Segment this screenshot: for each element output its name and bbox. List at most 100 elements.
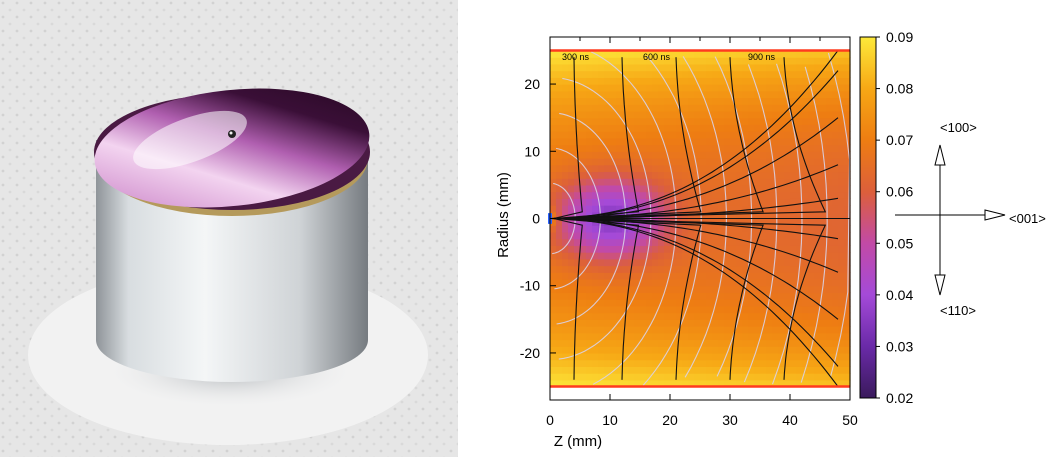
heatmap-cell xyxy=(670,124,677,132)
heatmap-cell xyxy=(562,231,569,240)
heatmap-cell xyxy=(742,117,749,125)
heatmap-cell xyxy=(742,171,749,179)
heatmap-cell xyxy=(628,326,635,334)
heatmap-cell xyxy=(670,151,677,159)
heatmap-cell xyxy=(760,312,767,320)
heatmap-cell xyxy=(838,359,845,367)
heatmap-cell xyxy=(634,117,641,125)
heatmap-cell xyxy=(670,171,677,179)
heatmap-cell xyxy=(658,326,665,334)
heatmap-cell xyxy=(778,326,785,334)
heatmap-cell xyxy=(700,366,707,374)
heatmap-cell xyxy=(670,265,677,273)
heatmap-cell xyxy=(688,50,695,58)
heatmap-cell xyxy=(742,218,749,226)
heatmap-cell xyxy=(652,332,659,341)
heatmap-cell xyxy=(784,359,791,367)
heatmap-cell xyxy=(712,171,719,179)
heatmap-cell xyxy=(664,258,671,267)
heatmap-cell xyxy=(658,265,665,273)
heatmap-cell xyxy=(634,379,641,388)
heatmap-cell xyxy=(556,339,563,347)
heatmap-cell xyxy=(634,279,641,287)
heatmap-cell xyxy=(646,117,653,125)
heatmap-cell xyxy=(586,144,593,152)
heatmap-cell xyxy=(598,359,605,367)
heatmap-cell xyxy=(844,184,851,193)
heatmap-cell xyxy=(598,70,605,78)
heatmap-cell xyxy=(694,70,701,78)
heatmap-cell xyxy=(664,312,671,320)
heatmap-cell xyxy=(724,252,731,260)
heatmap-cell xyxy=(784,373,791,381)
heatmap-cell xyxy=(580,292,587,300)
heatmap-cell xyxy=(742,339,749,347)
heatmap-cell xyxy=(718,279,725,287)
heatmap-cell xyxy=(766,90,773,99)
heatmap-cell xyxy=(742,292,749,300)
heatmap-cell xyxy=(760,184,767,193)
heatmap-cell xyxy=(700,205,707,213)
heatmap-cell xyxy=(772,77,779,85)
heatmap-cell xyxy=(772,50,779,58)
heatmap-cell xyxy=(712,151,719,159)
heatmap-cell xyxy=(790,211,797,220)
heatmap-cell xyxy=(766,279,773,287)
heatmap-cell xyxy=(682,245,689,253)
heatmap-cell xyxy=(700,225,707,233)
heatmap-cell xyxy=(592,332,599,341)
heatmap-cell xyxy=(802,258,809,267)
heatmap-cell xyxy=(670,319,677,327)
heatmap-cell xyxy=(628,272,635,280)
heatmap-cell xyxy=(592,117,599,125)
heatmap-cell xyxy=(784,191,791,199)
heatmap-cell xyxy=(724,218,731,226)
heatmap-cell xyxy=(700,198,707,206)
heatmap-cell xyxy=(736,198,743,206)
heatmap-cell xyxy=(622,84,629,92)
heatmap-cell xyxy=(838,299,845,307)
heatmap-cell xyxy=(676,77,683,85)
heatmap-cell xyxy=(736,379,743,388)
heatmap-cell xyxy=(736,178,743,186)
heatmap-cell xyxy=(820,77,827,85)
heatmap-cell xyxy=(676,151,683,159)
heatmap-cell xyxy=(694,124,701,132)
heatmap-cell xyxy=(550,373,557,381)
heatmap-cell xyxy=(622,238,629,246)
heatmap-cell xyxy=(832,245,839,253)
heatmap-cell xyxy=(754,97,761,105)
heatmap-cell xyxy=(712,158,719,166)
heatmap-cell xyxy=(622,352,629,361)
heatmap-cell xyxy=(682,50,689,58)
heatmap-cell xyxy=(820,90,827,99)
heatmap-cell xyxy=(634,57,641,65)
heatmap-cell xyxy=(688,117,695,125)
heatmap-cell xyxy=(784,77,791,85)
heatmap-cell xyxy=(712,131,719,139)
heatmap-cell xyxy=(664,299,671,307)
heatmap-cell xyxy=(712,70,719,78)
heatmap-cell xyxy=(580,104,587,112)
heatmap-cell xyxy=(766,104,773,112)
heatmap-cell xyxy=(628,117,635,125)
heatmap-cell xyxy=(778,225,785,233)
heatmap-cell xyxy=(694,326,701,334)
heatmap-cell xyxy=(598,198,605,206)
heatmap-cell xyxy=(832,198,839,206)
heatmap-cell xyxy=(808,379,815,388)
heatmap-cell xyxy=(694,245,701,253)
heatmap-cell xyxy=(562,70,569,78)
heatmap-cell xyxy=(700,171,707,179)
heatmap-cell xyxy=(826,84,833,92)
heatmap-cell xyxy=(664,265,671,273)
heatmap-cell xyxy=(778,70,785,78)
heatmap-cell xyxy=(748,171,755,179)
heatmap-cell xyxy=(688,97,695,105)
heatmap-cell xyxy=(784,131,791,139)
heatmap-cell xyxy=(820,104,827,112)
heatmap-cell xyxy=(706,97,713,105)
heatmap-cell xyxy=(574,339,581,347)
heatmap-cell xyxy=(634,184,641,193)
heatmap-cell xyxy=(604,110,611,119)
